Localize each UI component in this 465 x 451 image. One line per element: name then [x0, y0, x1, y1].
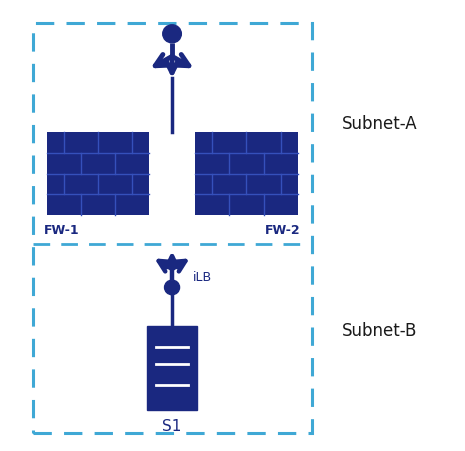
- Text: Subnet-B: Subnet-B: [342, 322, 417, 341]
- FancyBboxPatch shape: [147, 326, 197, 410]
- Text: iLB: iLB: [193, 271, 212, 284]
- Text: FW-2: FW-2: [265, 225, 301, 237]
- Text: FW-1: FW-1: [43, 225, 79, 237]
- Bar: [195, 132, 298, 216]
- Circle shape: [163, 25, 181, 43]
- Bar: [46, 132, 149, 216]
- Text: Subnet-A: Subnet-A: [342, 115, 418, 133]
- Circle shape: [165, 280, 179, 295]
- Text: S1: S1: [162, 419, 182, 434]
